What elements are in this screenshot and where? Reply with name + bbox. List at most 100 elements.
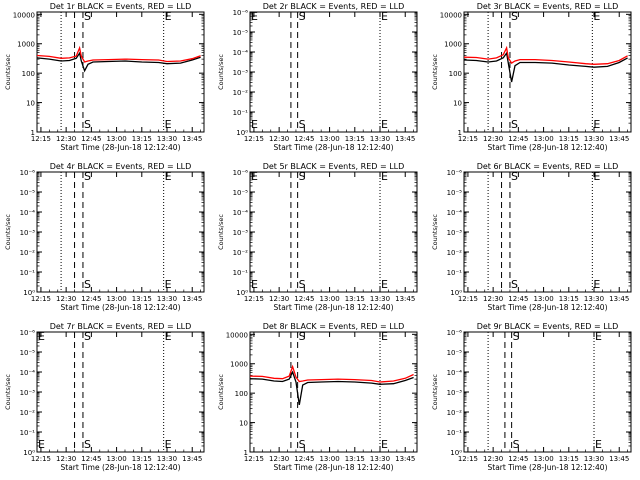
x-tick-label: 12:45 bbox=[508, 295, 528, 303]
y-tick-label: 10⁻⁶ bbox=[447, 329, 463, 337]
y-tick-label: 10000 bbox=[13, 11, 35, 19]
plot-frame bbox=[463, 171, 632, 293]
y-tick-label: 10⁻² bbox=[20, 409, 36, 417]
x-tick-label: 12:45 bbox=[508, 135, 528, 143]
marker-label-top: E bbox=[593, 10, 600, 23]
x-tick-label: 12:30 bbox=[269, 135, 289, 143]
x-tick-label: 12:45 bbox=[81, 455, 101, 463]
y-tick-label: 10⁻¹ bbox=[233, 269, 249, 277]
x-tick-label: 12:30 bbox=[269, 455, 289, 463]
chart-title: Det 4r BLACK = Events, RED = LLD bbox=[50, 162, 192, 171]
marker-label: S bbox=[513, 438, 520, 451]
x-tick-label: 12:15 bbox=[244, 135, 264, 143]
marker-label-top: E bbox=[595, 330, 602, 343]
y-tick-label: 10⁻¹ bbox=[233, 109, 249, 117]
y-tick-label: 10⁻⁴ bbox=[447, 369, 463, 377]
x-tick-label: 13:15 bbox=[345, 455, 365, 463]
marker-label: E bbox=[165, 438, 172, 451]
y-tick-label: 1000 bbox=[444, 41, 462, 49]
y-tick-label: 10⁻¹ bbox=[447, 269, 463, 277]
y-tick-label: 10⁻² bbox=[233, 249, 249, 257]
x-axis-label: Start Time (28-Jun-18 12:12:40) bbox=[274, 463, 394, 472]
x-tick-label: 13:15 bbox=[345, 135, 365, 143]
y-tick-label: 100 bbox=[235, 390, 248, 398]
y-tick-label: 10000 bbox=[440, 11, 462, 19]
marker-label-top: S bbox=[511, 10, 518, 23]
marker-label-top: E bbox=[593, 170, 600, 183]
y-tick-label: 10⁻¹ bbox=[447, 429, 463, 437]
x-tick-label: 12:30 bbox=[483, 135, 503, 143]
y-tick-label: 10⁻³ bbox=[20, 389, 36, 397]
x-tick-label: 13:45 bbox=[609, 135, 629, 143]
y-axis-label: Counts/sec bbox=[4, 54, 12, 90]
marker-label-top: E bbox=[251, 10, 258, 23]
x-tick-label: 12:30 bbox=[56, 295, 76, 303]
y-tick-label: 10⁻¹ bbox=[20, 429, 36, 437]
marker-label: E bbox=[381, 278, 388, 291]
x-tick-label: 13:00 bbox=[319, 135, 339, 143]
y-axis-label: Counts/sec bbox=[431, 54, 439, 90]
marker-label-top: E bbox=[381, 330, 388, 343]
x-tick-label: 13:30 bbox=[157, 295, 177, 303]
y-axis-label: Counts/sec bbox=[217, 374, 225, 410]
lld-series-line bbox=[249, 364, 414, 383]
x-tick-label: 13:15 bbox=[132, 135, 152, 143]
chart-title: Det 3r BLACK = Events, RED = LLD bbox=[477, 2, 619, 11]
x-tick-label: 13:00 bbox=[319, 455, 339, 463]
x-tick-label: 13:30 bbox=[584, 135, 604, 143]
x-tick-label: 12:45 bbox=[294, 135, 314, 143]
y-tick-label: 10⁻⁶ bbox=[20, 169, 36, 177]
y-tick-label: 10⁰ bbox=[23, 289, 35, 297]
x-tick-label: 13:15 bbox=[132, 295, 152, 303]
y-tick-label: 10⁻⁶ bbox=[233, 169, 249, 177]
marker-label-top: S bbox=[513, 330, 520, 343]
y-tick-label: 100 bbox=[449, 70, 462, 78]
y-tick-label: 10⁻² bbox=[20, 249, 36, 257]
y-axis-label: Counts/sec bbox=[4, 214, 12, 250]
lld-series-line bbox=[463, 45, 628, 65]
y-tick-label: 10⁻² bbox=[447, 249, 463, 257]
y-tick-label: 10⁻⁵ bbox=[447, 349, 463, 357]
y-tick-label: 10⁻⁵ bbox=[20, 189, 36, 197]
x-tick-label: 12:15 bbox=[458, 295, 478, 303]
x-tick-label: 12:45 bbox=[81, 135, 101, 143]
x-axis-label: Start Time (28-Jun-18 12:12:40) bbox=[61, 143, 181, 152]
marker-label: E bbox=[381, 438, 388, 451]
x-tick-label: 13:45 bbox=[609, 455, 629, 463]
marker-label-top: S bbox=[84, 170, 91, 183]
y-tick-label: 10⁻² bbox=[447, 409, 463, 417]
y-tick-label: 10 bbox=[26, 100, 35, 108]
marker-label-top: S bbox=[299, 170, 306, 183]
y-tick-label: 10⁰ bbox=[236, 289, 248, 297]
marker-label-top: S bbox=[84, 10, 91, 23]
x-axis-label: Start Time (28-Jun-18 12:12:40) bbox=[488, 303, 608, 312]
chart-title: Det 8r BLACK = Events, RED = LLD bbox=[263, 322, 405, 331]
marker-label-top: E bbox=[165, 330, 172, 343]
x-tick-label: 13:15 bbox=[559, 455, 579, 463]
chart-title: Det 6r BLACK = Events, RED = LLD bbox=[477, 162, 619, 171]
y-tick-label: 10⁻⁶ bbox=[20, 329, 36, 337]
marker-label: E bbox=[593, 118, 600, 131]
x-axis-label: Start Time (28-Jun-18 12:12:40) bbox=[61, 463, 181, 472]
x-tick-label: 13:15 bbox=[559, 295, 579, 303]
chart-title: Det 9r BLACK = Events, RED = LLD bbox=[477, 322, 619, 331]
x-tick-label: 13:45 bbox=[395, 135, 415, 143]
y-tick-label: 10⁻⁵ bbox=[20, 349, 36, 357]
events-series-line bbox=[463, 51, 628, 83]
plot-frame bbox=[463, 11, 632, 133]
x-tick-label: 12:30 bbox=[56, 455, 76, 463]
marker-label: E bbox=[251, 118, 258, 131]
y-tick-label: 1 bbox=[31, 129, 35, 137]
x-tick-label: 12:45 bbox=[294, 295, 314, 303]
x-tick-label: 13:45 bbox=[395, 455, 415, 463]
x-tick-label: 12:15 bbox=[458, 135, 478, 143]
marker-label: S bbox=[84, 118, 91, 131]
plot-frame bbox=[249, 331, 418, 453]
y-tick-label: 10⁻⁵ bbox=[233, 29, 249, 37]
x-tick-label: 12:15 bbox=[244, 295, 264, 303]
y-axis-label: Counts/sec bbox=[217, 54, 225, 90]
lld-series-line bbox=[36, 45, 201, 63]
y-tick-label: 10 bbox=[453, 100, 462, 108]
marker-label: S bbox=[299, 278, 306, 291]
x-tick-label: 13:15 bbox=[559, 135, 579, 143]
